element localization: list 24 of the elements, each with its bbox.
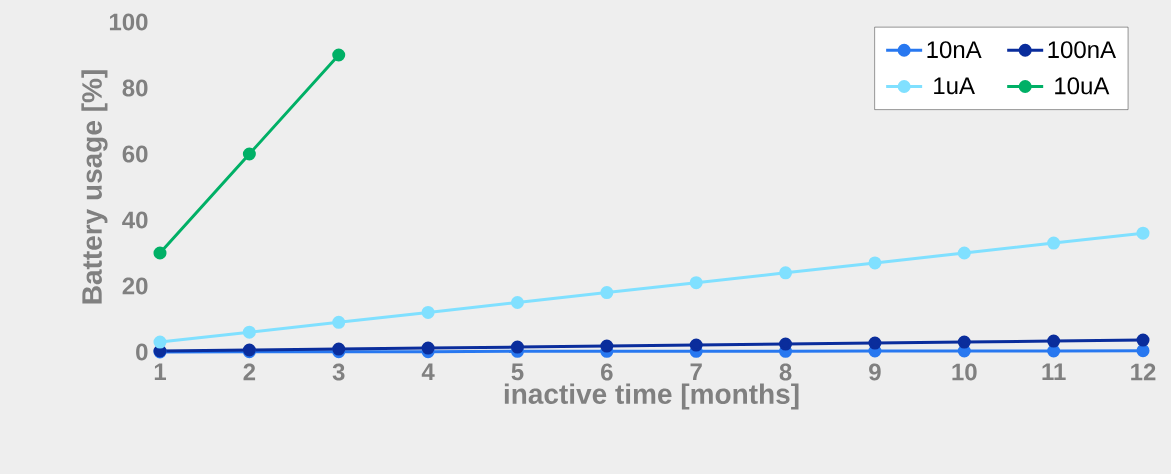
y-axis-title: Battery usage [%] xyxy=(81,70,108,304)
x-tick-label: 5 xyxy=(511,363,524,381)
y-tick-label: 100 xyxy=(109,13,148,31)
x-tick-label: 3 xyxy=(332,363,345,381)
y-tick-label: 60 xyxy=(122,145,148,163)
x-tick-label: 7 xyxy=(690,363,702,381)
x-tick-label: 8 xyxy=(779,363,792,381)
y-tick-label: 20 xyxy=(122,277,148,295)
x-tick-label: 10 xyxy=(952,363,977,381)
x-tick-label: 2 xyxy=(243,363,256,381)
x-tick-label: 11 xyxy=(1042,363,1066,381)
x-tick-label: 6 xyxy=(601,363,613,381)
y-tick-label: 0 xyxy=(136,343,148,361)
legend-label: 100nA xyxy=(1048,41,1117,59)
x-tick-label: 12 xyxy=(1131,363,1156,381)
legend-label: 10nA xyxy=(927,41,982,59)
y-tick-label: 80 xyxy=(122,79,148,97)
x-tick-label: 4 xyxy=(421,363,435,381)
x-axis-title: inactive time [months] xyxy=(504,383,799,410)
x-tick-label: 9 xyxy=(869,363,881,381)
legend-label: 10uA xyxy=(1055,77,1110,95)
x-tick-label: 1 xyxy=(154,363,167,381)
y-tick-label: 40 xyxy=(122,211,148,229)
legend-label: 1uA xyxy=(934,77,975,95)
